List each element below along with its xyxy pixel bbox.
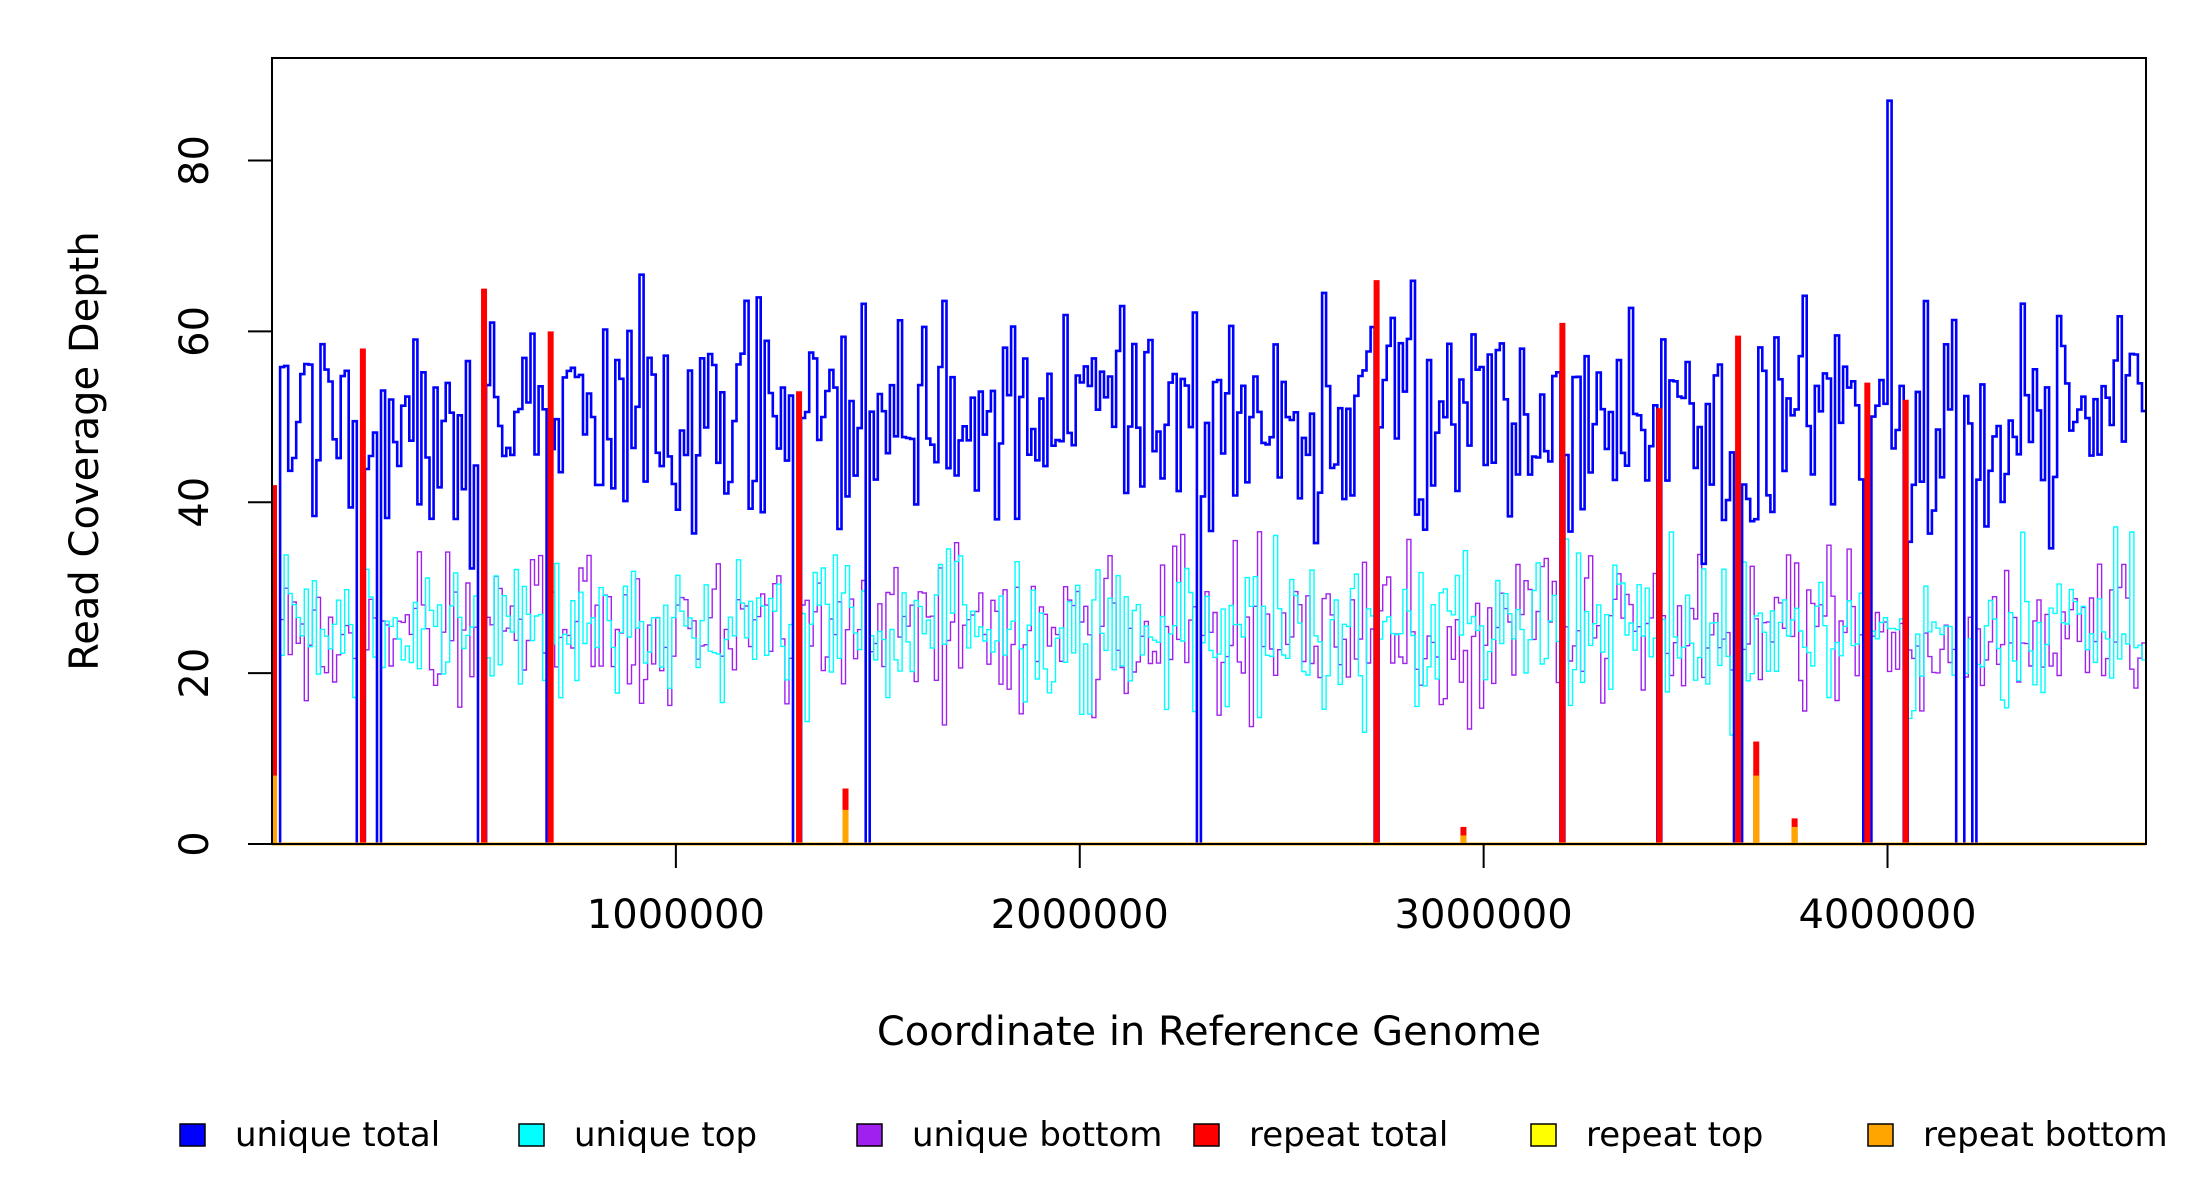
legend-label: repeat top [1586,1115,1763,1155]
y-axis-title: Read Coverage Depth [62,231,108,670]
series-unique-top [272,526,2146,845]
y-tick-label: 80 [172,135,218,186]
x-axis-title: Coordinate in Reference Genome [877,1009,1541,1055]
x-tick-label: 2000000 [991,892,1169,938]
legend-swatch-unique-bottom [856,1123,883,1147]
series-layer [272,99,2146,846]
x-tick-label: 1000000 [587,892,765,938]
x-tick-label: 3000000 [1395,892,1573,938]
series-unique-total [272,99,2146,846]
repeat-layer [271,280,2146,846]
legend-label: repeat total [1249,1115,1448,1155]
legend-label: unique total [235,1115,440,1155]
legend: unique total unique top unique bottom repea… [179,1115,2168,1155]
legend-swatch-unique-top [518,1123,545,1147]
y-tick-label: 40 [172,477,218,528]
legend-label: unique bottom [912,1115,1162,1155]
y-tick-label: 60 [172,306,218,357]
legend-swatch-repeat-total [1193,1123,1220,1147]
legend-swatch-repeat-top [1530,1123,1557,1147]
y-axis: 0 20 40 60 80 [172,135,273,857]
y-tick-label: 20 [172,648,218,699]
legend-swatch-repeat-bottom [1867,1123,1894,1147]
x-tick-label: 4000000 [1798,892,1976,938]
y-tick-label: 0 [172,831,218,856]
legend-label: unique top [574,1115,757,1155]
legend-swatch-unique-total [179,1123,206,1147]
legend-label: repeat bottom [1923,1115,2168,1155]
x-axis: 1000000 2000000 3000000 4000000 [587,844,1977,938]
